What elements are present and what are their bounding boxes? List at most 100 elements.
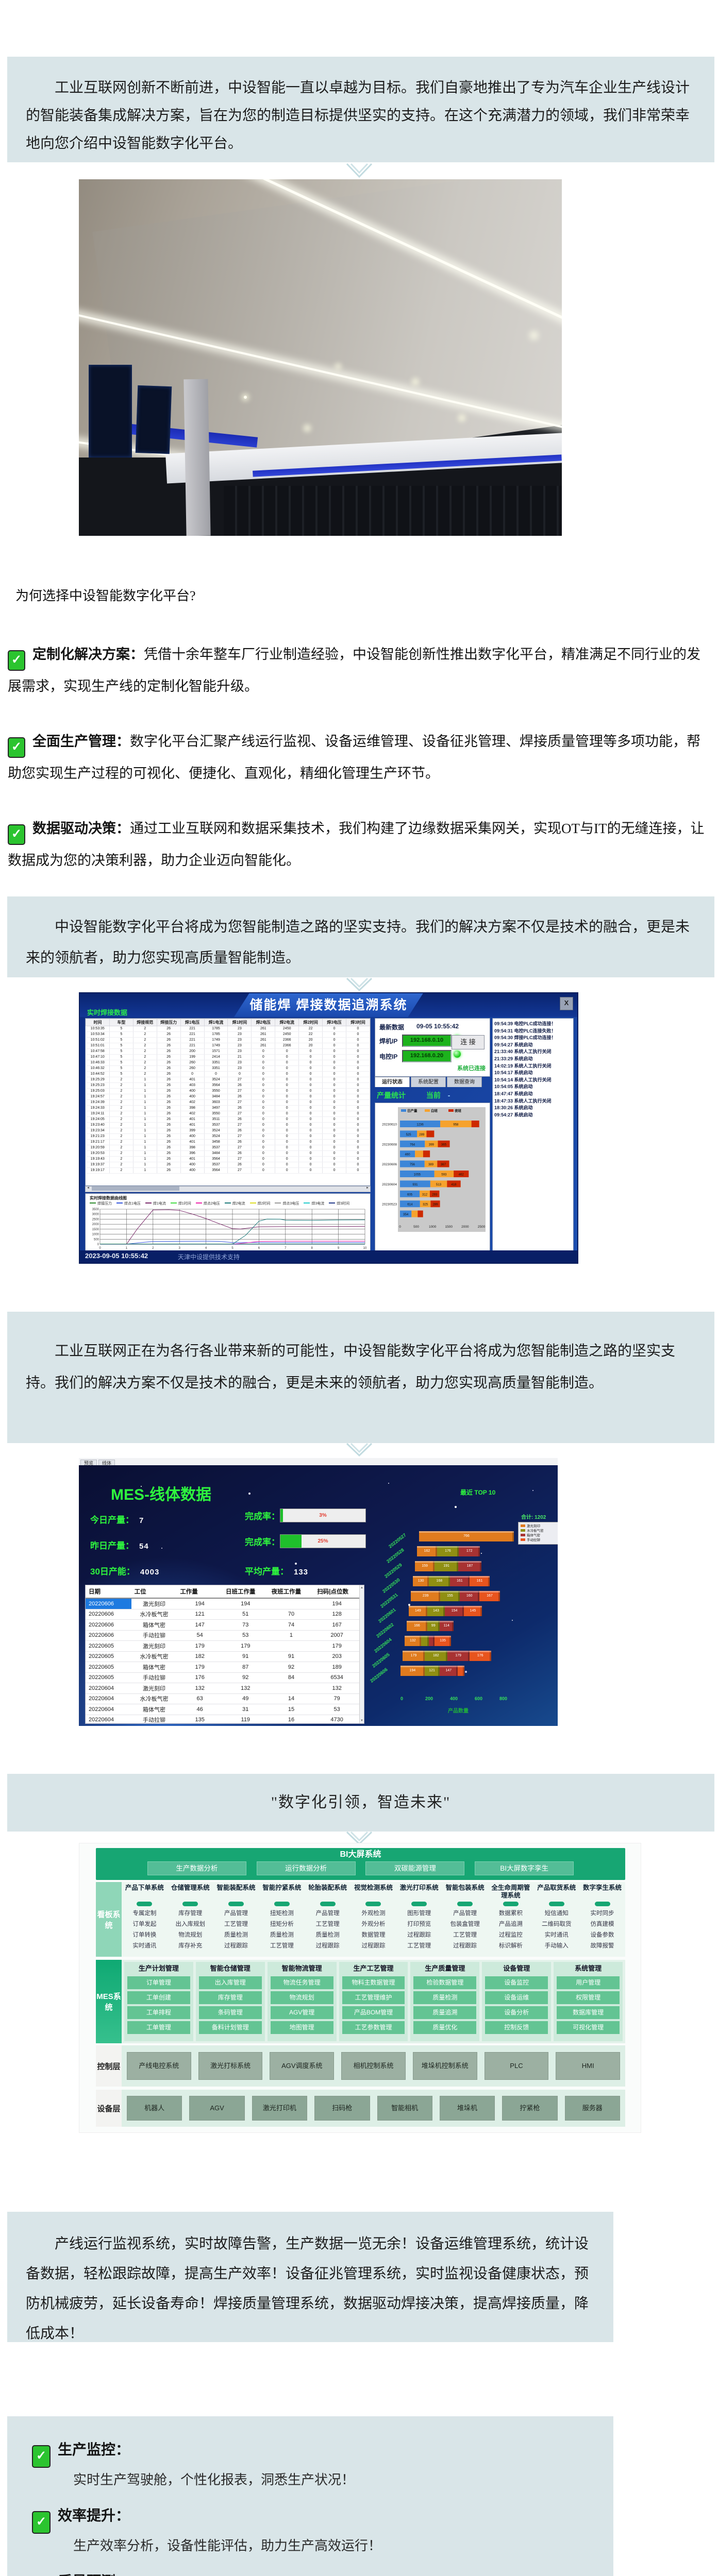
section-heading: 为何选择中设智能数字化平台? bbox=[15, 588, 196, 603]
svg-text:389: 389 bbox=[428, 1163, 434, 1166]
table-row[interactable]: 10:51:01 5 2 26 221 1749 23 261 2366 20 0 0 bbox=[86, 1043, 370, 1049]
plc-ip-field[interactable]: 192.168.0.20 bbox=[402, 1050, 452, 1062]
welder-ip-label: 焊机IP bbox=[379, 1038, 398, 1045]
top10-total: 合计: 1202 bbox=[521, 1515, 546, 1520]
plc-led-icon bbox=[454, 1050, 461, 1058]
close-icon[interactable]: X bbox=[560, 997, 573, 1010]
control-box: PLC bbox=[484, 2052, 549, 2080]
benefit-label: 质量预测： bbox=[58, 2574, 130, 2576]
welder-ip-field[interactable]: 192.168.0.10 bbox=[402, 1035, 452, 1047]
wall-slats bbox=[224, 486, 562, 536]
svg-text:1000: 1000 bbox=[92, 1233, 99, 1236]
table-row[interactable]: 20220605 激光刻印 179 179 179 bbox=[86, 1640, 360, 1652]
welding-table-header: 时间 车型 焊接规范 焊接压力 焊1电压 焊1电流 焊1时间 焊2电压 焊2电流 焊2时间 焊3电压… bbox=[86, 1019, 370, 1026]
table-row[interactable]: 20220606 水冷板气密 121 51 70 128 bbox=[86, 1609, 360, 1620]
statusbar-support: 天津中设提供技术支持 bbox=[178, 1253, 240, 1261]
svg-text:9: 9 bbox=[338, 1247, 340, 1250]
table-row[interactable]: 20220604 箱体气密 46 31 15 53 bbox=[86, 1704, 360, 1715]
table-row[interactable]: 10:53:35 5 2 26 221 1785 23 261 2450 22 0 0 bbox=[86, 1026, 370, 1032]
scrollbar-thumb[interactable] bbox=[92, 1187, 179, 1191]
table-row[interactable]: 10:51:02 5 2 26 221 1749 23 261 2366 20 0 0 bbox=[86, 1037, 370, 1043]
vertical-scrollbar[interactable]: ▲ ▼ bbox=[359, 1585, 364, 1723]
tab[interactable]: 数据查询 bbox=[447, 1077, 482, 1087]
svg-text:931: 931 bbox=[412, 1183, 418, 1187]
mes-dashboard: 预览 线体 MES-线体数据 今日产量： 7 昨日产量： 54 30日产能： 4003 … bbox=[79, 1458, 558, 1726]
welding-table-panel[interactable]: 时间 车型 焊接规范 焊接压力 焊1电压 焊1电流 焊1时间 焊2电压 焊2电流 焊2时间 焊3电压… bbox=[85, 1018, 371, 1186]
mes-column: 生产质量管理 检验数据管理 质量检测 质量追溯 质量优化 bbox=[410, 1962, 480, 2041]
log-entry: 09:54:27 系统启动 bbox=[494, 1112, 533, 1117]
table-row[interactable]: 20220606 手动拉铆 54 53 1 2007 bbox=[86, 1630, 360, 1641]
horizontal-scrollbar[interactable]: ◄ ► bbox=[85, 1186, 371, 1192]
star-dots bbox=[141, 1486, 142, 1487]
tab[interactable]: 运行状态 bbox=[375, 1077, 410, 1087]
stat-today: 今日产量： 7 bbox=[90, 1515, 144, 1525]
svg-text:500: 500 bbox=[413, 1225, 419, 1229]
scroll-right-arrow[interactable]: ► bbox=[366, 1187, 369, 1190]
column-header: 车型 bbox=[109, 1019, 133, 1026]
table-row[interactable]: 20220606 激光刻印 194 194 194 bbox=[86, 1598, 360, 1609]
connection-status: 系统已连接 bbox=[457, 1065, 486, 1072]
table-row[interactable]: 20220605 水冷板气密 182 91 91 203 bbox=[86, 1651, 360, 1662]
system-log-panel[interactable]: 09:54:39 电控PLC成功连接！ 09:54:31 电控PLC连接失败！ 09… bbox=[492, 1018, 574, 1252]
column-header: 扫码|点位数 bbox=[314, 1585, 360, 1599]
tab[interactable]: 线体 bbox=[98, 1460, 115, 1467]
output-dropdown-dash[interactable]: - bbox=[447, 1091, 450, 1099]
column-header: 日班工作量 bbox=[222, 1585, 269, 1599]
dashboard-title: 储能焊 焊接数据追溯系统 bbox=[249, 998, 408, 1012]
table-row[interactable]: 20220605 手动拉铆 176 92 84 6534 bbox=[86, 1672, 360, 1683]
intro-band-3: 工业互联网正在为各行各业带来新的可能性，中设智能数字化平台将成为您智能制造之路的… bbox=[7, 1312, 714, 1443]
mes-column: 智能仓储管理 出入库管理 库存管理 条码管理 备料计划管理 bbox=[195, 1962, 265, 2041]
progress-bar: 3% bbox=[280, 1509, 366, 1522]
scroll-left-arrow[interactable]: ◄ bbox=[87, 1187, 90, 1190]
kanban-column: 智能拧紧系统 扭矩检测 扭矩分析 质量检测 工艺管理 bbox=[262, 1884, 302, 1949]
output-current-label: 当前 bbox=[426, 1091, 441, 1099]
svg-text:2500: 2500 bbox=[478, 1225, 486, 1229]
tab[interactable]: 预览 bbox=[80, 1460, 97, 1467]
column-header: 焊1电流 bbox=[204, 1019, 228, 1026]
bullet-text: 数字化平台汇聚产线运行监视、设备运维管理、设备征兆管理、焊接质量管理等多项功能，… bbox=[8, 734, 700, 781]
svg-text:289: 289 bbox=[419, 1133, 425, 1137]
mes-table-panel[interactable]: 日期 工位 工作量 日班工作量 夜班工作量 扫码|点位数 20220606 激光刻印 194 … bbox=[85, 1585, 364, 1724]
progress-bar: 25% bbox=[280, 1534, 366, 1548]
log-entry: 21:33:29 系统启动 bbox=[494, 1056, 533, 1061]
table-row[interactable]: 20220606 箱体气密 147 73 74 167 bbox=[86, 1619, 360, 1631]
tab[interactable]: 系统配置 bbox=[411, 1077, 446, 1087]
column-header: 日期 bbox=[86, 1585, 131, 1599]
table-row[interactable]: 10:53:34 5 2 26 221 1785 23 261 2450 22 0 0 bbox=[86, 1031, 370, 1038]
svg-text:20230606: 20230606 bbox=[382, 1163, 397, 1166]
svg-text:289: 289 bbox=[432, 1204, 438, 1207]
bi-buttons: 生产数据分析 运行数据分析 双碳能源管理 BI大屏数字孪生 bbox=[96, 1861, 625, 1875]
curve-chart-title: 实时焊接数据曲线图 bbox=[90, 1196, 127, 1200]
log-entry: 09:54:31 电控PLC连接失败！ bbox=[494, 1028, 556, 1033]
table-row[interactable]: 20220604 手动拉铆 135 119 16 4730 bbox=[86, 1715, 360, 1723]
mes-line-table: 日期 工位 工作量 日班工作量 夜班工作量 扫码|点位数 20220606 激光刻印 194 … bbox=[86, 1585, 360, 1723]
mes-screen: MES-线体数据 今日产量：7 昨日产量：54 30日产能：4003 年度产能预… bbox=[79, 1465, 558, 1726]
table-row[interactable]: 20220605 箱体气密 179 87 92 189 bbox=[86, 1662, 360, 1673]
benefit-desc: 生产效率分析，设备性能评估，助力生产高效运行！ bbox=[73, 2538, 382, 2553]
table-row[interactable]: 20220604 激光刻印 132 132 132 bbox=[86, 1683, 360, 1694]
table-row[interactable]: 20220604 水冷板气密 63 49 14 79 bbox=[86, 1693, 360, 1704]
connect-button[interactable]: 连 接 bbox=[452, 1035, 485, 1049]
